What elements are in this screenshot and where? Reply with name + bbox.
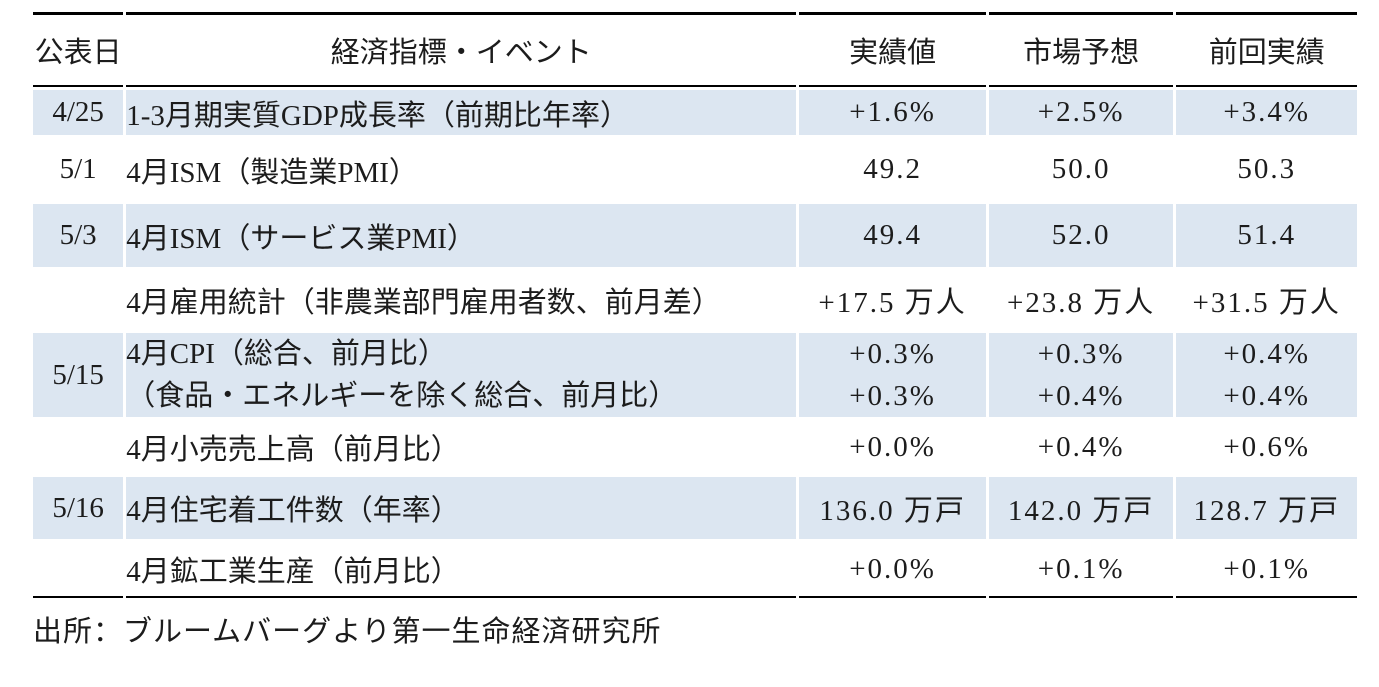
indicator-cell: 4月小売売上高（前月比） (126, 434, 460, 466)
forecast-cell: +0.3% +0.4% (988, 333, 1174, 417)
table-row-industrial-production: 4月鉱工業生産（前月比） +0.0% +0.1% +0.1% (33, 542, 1357, 598)
forecast-cell: +0.1% (988, 542, 1174, 598)
date-cell (33, 542, 124, 598)
date-cell: 5/15 (33, 333, 124, 417)
date-cell: 5/1 (59, 153, 97, 185)
previous-cell: +0.4% +0.4% (1176, 333, 1357, 417)
indicator-cell: 4月雇用統計（非農業部門雇用者数、前月差） (126, 287, 721, 319)
actual-cell: 136.0 万戸 (799, 477, 986, 539)
previous-cell: 51.4 (1176, 204, 1357, 267)
actual-cell: +17.5 万人 (818, 287, 967, 319)
table-row-cpi: 5/15 4月CPI（総合、前月比） （食品・エネルギーを除く総合、前月比） +… (33, 333, 1357, 417)
date-cell: 5/16 (33, 477, 124, 539)
date-cell (33, 270, 123, 330)
col-header-actual: 実績値 (799, 12, 986, 87)
indicator-cell: 4月CPI（総合、前月比） （食品・エネルギーを除く総合、前月比） (126, 333, 797, 417)
actual-cell: 49.4 (799, 204, 986, 267)
date-cell: 4/25 (33, 90, 124, 135)
previous-cell: +0.6% (1223, 430, 1311, 463)
actual-cell: +0.0% (799, 542, 986, 598)
col-header-previous: 前回実績 (1176, 12, 1357, 87)
forecast-cell: 52.0 (988, 204, 1174, 267)
date-cell: 5/3 (33, 204, 124, 267)
previous-cell: +0.1% (1176, 542, 1357, 598)
table-row-retail-sales: 4月小売売上高（前月比） +0.0% +0.4% +0.6% (33, 420, 1357, 474)
previous-line-2: +0.4% (1223, 380, 1311, 412)
previous-cell: +3.4% (1176, 90, 1357, 135)
indicator-line-2: （食品・エネルギーを除く総合、前月比） (126, 380, 678, 412)
table-row-housing-starts: 5/16 4月住宅着工件数（年率） 136.0 万戸 142.0 万戸 128.… (33, 477, 1357, 539)
economic-indicators-table: 公表日 経済指標・イベント 実績値 市場予想 前回実績 4/25 1-3月期実質… (30, 9, 1360, 601)
table-row-ism-manufacturing: 5/1 4月ISM（製造業PMI） 49.2 50.0 50.3 (33, 138, 1357, 201)
forecast-cell: +0.4% (1037, 430, 1125, 463)
table-row-ism-services: 5/3 4月ISM（サービス業PMI） 49.4 52.0 51.4 (33, 204, 1357, 267)
forecast-cell: +23.8 万人 (1006, 287, 1156, 319)
previous-line-1: +0.4% (1223, 338, 1311, 370)
previous-cell: 50.3 (1237, 153, 1297, 185)
table-row-employment: 4月雇用統計（非農業部門雇用者数、前月差） +17.5 万人 +23.8 万人 … (33, 270, 1357, 330)
previous-cell: +31.5 万人 (1192, 287, 1341, 319)
indicator-cell: 4月ISM（サービス業PMI） (126, 204, 797, 267)
previous-cell: 128.7 万戸 (1176, 477, 1357, 539)
actual-cell: +0.0% (849, 430, 936, 463)
date-cell (33, 420, 123, 474)
forecast-line-1: +0.3% (1037, 338, 1125, 370)
header-row: 公表日 経済指標・イベント 実績値 市場予想 前回実績 (33, 12, 1357, 87)
actual-cell: 49.2 (863, 153, 922, 185)
forecast-line-2: +0.4% (1037, 380, 1125, 412)
indicator-cell: 4月鉱工業生産（前月比） (126, 542, 797, 598)
actual-line-1: +0.3% (849, 338, 936, 370)
col-header-date: 公表日 (33, 12, 124, 87)
indicator-cell: 4月住宅着工件数（年率） (126, 477, 797, 539)
table-row-gdp: 4/25 1-3月期実質GDP成長率（前期比年率） +1.6% +2.5% +3… (33, 90, 1357, 135)
col-header-indicator: 経済指標・イベント (126, 12, 797, 87)
actual-line-2: +0.3% (849, 380, 936, 412)
source-note: 出所：ブルームバーグより第一生命経済研究所 (33, 616, 662, 648)
actual-cell: +0.3% +0.3% (799, 333, 986, 417)
indicator-cell: 4月ISM（製造業PMI） (126, 156, 418, 189)
actual-cell: +1.6% (799, 90, 986, 135)
indicator-line-1: 4月CPI（総合、前月比） (126, 338, 447, 370)
forecast-cell: +2.5% (988, 90, 1174, 135)
forecast-cell: 142.0 万戸 (988, 477, 1174, 539)
forecast-cell: 50.0 (1051, 153, 1111, 185)
indicator-cell: 1-3月期実質GDP成長率（前期比年率） (126, 90, 797, 135)
col-header-forecast: 市場予想 (988, 12, 1174, 87)
